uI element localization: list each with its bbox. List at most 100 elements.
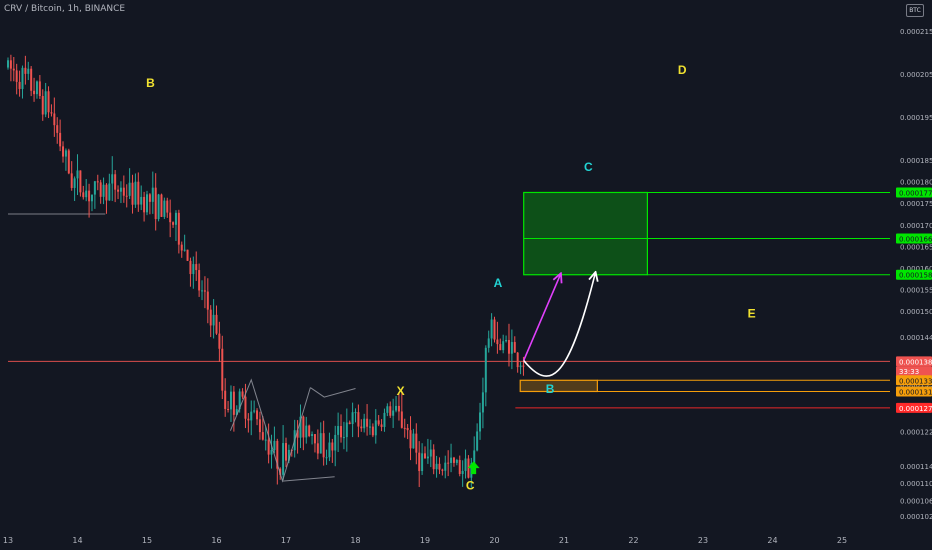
price-tag[interactable] <box>896 356 932 367</box>
candle <box>119 181 122 204</box>
price-tag-label: 0.0001339 <box>899 377 932 385</box>
candle <box>143 191 146 222</box>
candle-body <box>201 290 204 292</box>
candle <box>180 241 183 258</box>
candle <box>134 173 137 208</box>
candle <box>93 180 96 209</box>
candle-body <box>447 462 450 464</box>
candle <box>331 438 334 463</box>
x-tick-label: 17 <box>281 536 291 545</box>
candle-body <box>432 449 435 470</box>
candle-body <box>426 456 429 459</box>
candle-body <box>117 189 120 192</box>
candle <box>395 396 398 413</box>
candle-body <box>108 183 111 201</box>
candle-body <box>502 341 505 351</box>
candle <box>160 193 163 218</box>
candle <box>461 460 464 487</box>
candle-body <box>496 339 499 345</box>
pattern-line-2[interactable] <box>310 387 356 398</box>
candle-body <box>241 391 244 397</box>
candle-body <box>444 462 447 471</box>
pattern-line-0[interactable] <box>229 378 311 483</box>
candle <box>429 439 432 468</box>
candle <box>146 190 148 216</box>
candle-body <box>450 457 453 463</box>
price-tag-label: 33:33 <box>899 368 919 376</box>
candle <box>458 455 461 477</box>
candle-body <box>452 457 455 463</box>
candle-body <box>493 319 496 340</box>
price-tag-label: 0.0001584 <box>899 272 932 280</box>
candle-body <box>476 431 479 451</box>
candle <box>50 104 53 117</box>
candle-body <box>357 412 360 427</box>
candle-body <box>415 433 418 453</box>
candle <box>397 391 400 421</box>
candle <box>203 276 206 309</box>
candle-body <box>403 427 406 429</box>
candle <box>114 170 117 203</box>
candle-body <box>163 200 166 217</box>
candle-body <box>215 314 218 334</box>
candle <box>510 329 513 370</box>
candle <box>117 185 120 200</box>
candle <box>76 154 79 195</box>
wave-label: X <box>397 384 405 398</box>
candle <box>383 408 386 432</box>
candle <box>473 436 476 464</box>
candle <box>316 429 319 460</box>
candle <box>513 336 516 353</box>
candle <box>519 361 522 375</box>
candle-body <box>27 68 30 74</box>
candle <box>157 193 160 222</box>
candle-body <box>487 338 490 348</box>
pattern-line-1[interactable] <box>282 476 335 482</box>
target-zone[interactable] <box>523 191 649 276</box>
candle-body <box>473 450 476 464</box>
candle <box>340 414 343 443</box>
candle-body <box>137 181 140 205</box>
candle-body <box>203 290 206 292</box>
candle <box>35 80 38 99</box>
candle-body <box>238 391 241 410</box>
price-tag[interactable] <box>896 187 932 198</box>
wave-label: E <box>748 306 756 320</box>
candle <box>169 199 172 238</box>
candle-body <box>180 244 183 251</box>
candle <box>148 193 151 215</box>
candle-body <box>146 194 148 213</box>
candle-body <box>484 347 487 393</box>
candle-body <box>44 91 47 115</box>
price-tag[interactable] <box>896 402 932 413</box>
candle <box>313 434 316 453</box>
price-tag-label: 0.0001668 <box>899 236 932 244</box>
price-tag[interactable] <box>896 233 932 244</box>
candle <box>198 263 201 297</box>
candle-body <box>267 439 270 455</box>
candle-body <box>513 342 516 353</box>
price-tag[interactable] <box>896 386 932 397</box>
currency-badge[interactable]: BTC <box>906 4 924 17</box>
price-tag[interactable] <box>896 375 932 386</box>
price-tag[interactable] <box>896 269 932 280</box>
candle <box>481 377 484 429</box>
candle-body <box>250 411 253 421</box>
magenta-arrow[interactable] <box>522 274 561 361</box>
price-tag[interactable] <box>896 366 932 377</box>
candle <box>151 171 154 214</box>
candle <box>131 174 134 214</box>
candle-body <box>70 173 73 188</box>
candle <box>122 175 125 203</box>
candle-body <box>172 222 175 225</box>
candle <box>59 119 62 152</box>
candle <box>374 409 377 444</box>
white-arrow[interactable] <box>523 273 596 377</box>
candle <box>282 425 285 481</box>
candle <box>267 423 270 464</box>
buy-zone[interactable] <box>519 379 598 393</box>
